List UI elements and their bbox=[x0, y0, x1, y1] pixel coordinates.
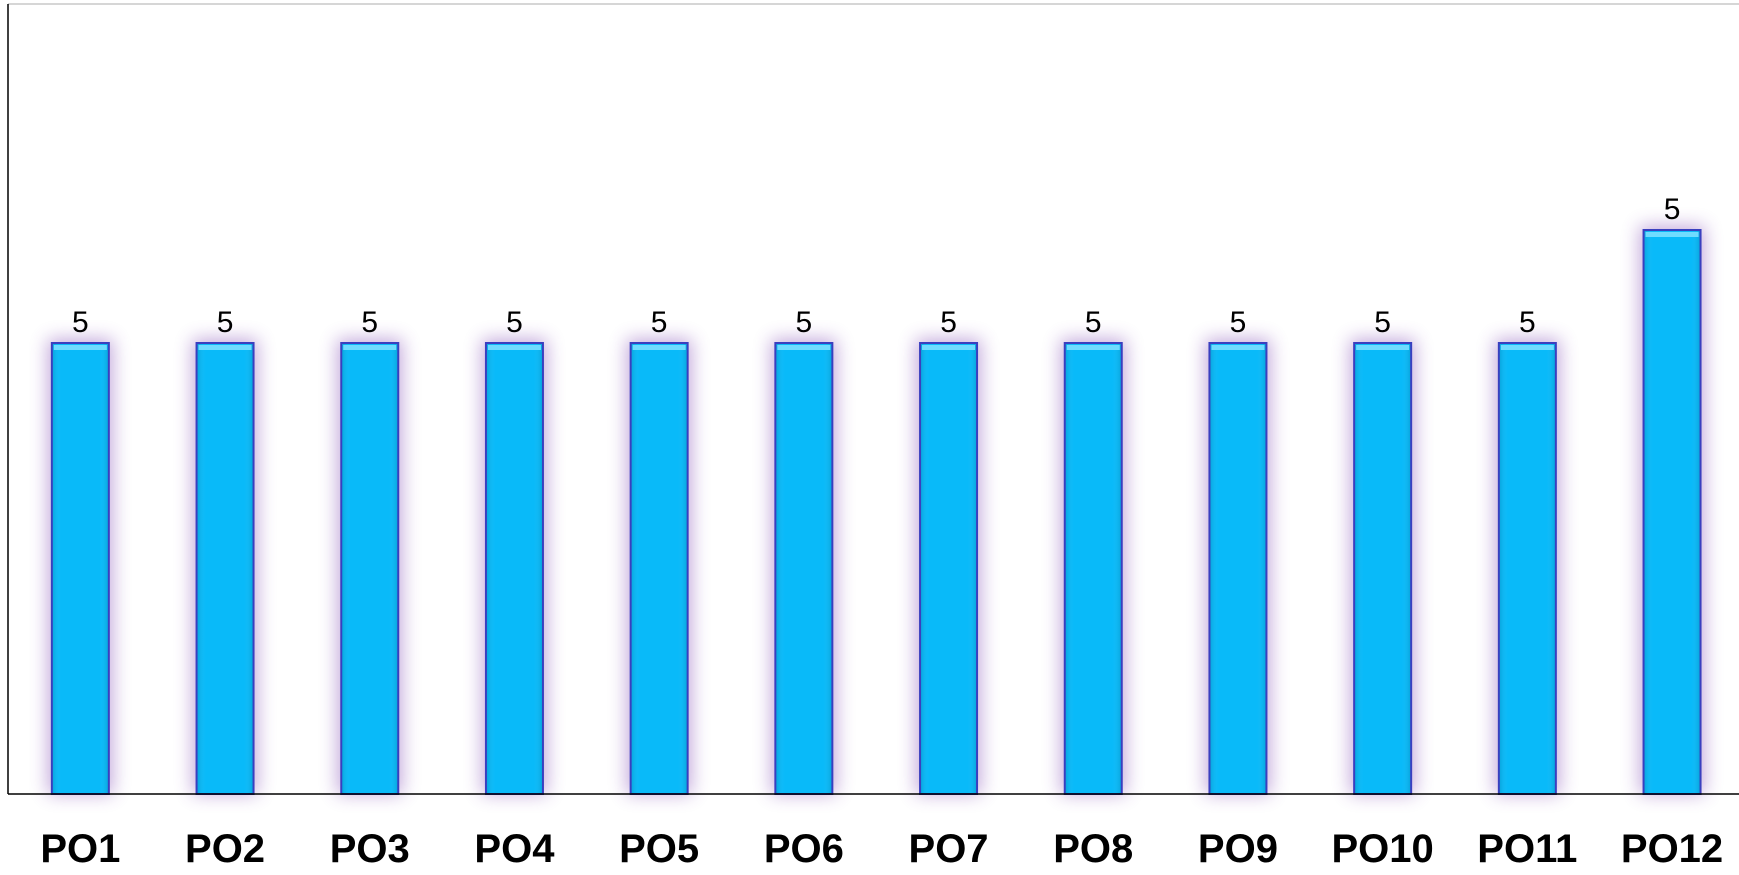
bar-sheen-po5 bbox=[631, 344, 687, 794]
labels-layer: 5 PO1 5 PO2 5 PO3 5 PO4 5 PO5 5 PO6 5 PO7 5 PO8 5 PO9 5 PO1… bbox=[40, 193, 1723, 871]
x-tick-label-po4: PO4 bbox=[474, 827, 555, 871]
bar-sheen-po2 bbox=[197, 344, 253, 794]
x-tick-label-po6: PO6 bbox=[764, 827, 844, 871]
bar-value-label-po2: 5 bbox=[217, 306, 234, 339]
bar-sheen-po11 bbox=[1499, 344, 1555, 794]
bar-value-label-po7: 5 bbox=[940, 306, 957, 339]
bar-value-label-po11: 5 bbox=[1519, 306, 1536, 339]
bar-value-label-po5: 5 bbox=[651, 306, 668, 339]
x-tick-label-po10: PO10 bbox=[1332, 827, 1434, 871]
bar-highlight-po1 bbox=[53, 345, 107, 350]
bar-sheen-po6 bbox=[776, 344, 832, 794]
bar-value-label-po8: 5 bbox=[1085, 306, 1102, 339]
x-tick-label-po1: PO1 bbox=[40, 827, 120, 871]
bar-value-label-po3: 5 bbox=[361, 306, 378, 339]
bar-highlight-po3 bbox=[343, 345, 397, 350]
x-tick-label-po3: PO3 bbox=[330, 827, 410, 871]
bar-sheen-po7 bbox=[921, 344, 977, 794]
bar-highlight-po7 bbox=[922, 345, 976, 350]
bar-highlight-po5 bbox=[632, 345, 686, 350]
bar-highlight-po2 bbox=[198, 345, 252, 350]
x-tick-label-po9: PO9 bbox=[1198, 827, 1278, 871]
bar-highlight-po4 bbox=[487, 345, 541, 350]
bar-value-label-po10: 5 bbox=[1374, 306, 1391, 339]
bars-layer bbox=[47, 226, 1705, 795]
x-tick-label-po8: PO8 bbox=[1053, 827, 1133, 871]
bar-highlight-po8 bbox=[1066, 345, 1120, 350]
bar-sheen-po4 bbox=[486, 344, 542, 794]
bar-highlight-po11 bbox=[1500, 345, 1554, 350]
bar-value-label-po12: 5 bbox=[1664, 193, 1681, 226]
bar-sheen-po1 bbox=[52, 344, 108, 794]
bar-highlight-po10 bbox=[1356, 345, 1410, 350]
bar-value-label-po6: 5 bbox=[796, 306, 813, 339]
bar-sheen-po8 bbox=[1065, 344, 1121, 794]
bar-sheen-po9 bbox=[1210, 344, 1266, 794]
bar-highlight-po9 bbox=[1211, 345, 1265, 350]
bar-sheen-po12 bbox=[1644, 231, 1700, 794]
bar-sheen-po3 bbox=[342, 344, 398, 794]
bar-value-label-po4: 5 bbox=[506, 306, 523, 339]
bar-value-label-po9: 5 bbox=[1230, 306, 1247, 339]
bar-highlight-po6 bbox=[777, 345, 831, 350]
x-tick-label-po7: PO7 bbox=[909, 827, 989, 871]
x-tick-label-po11: PO11 bbox=[1477, 827, 1577, 871]
x-tick-label-po12: PO12 bbox=[1621, 827, 1723, 871]
x-tick-label-po5: PO5 bbox=[619, 827, 699, 871]
x-tick-label-po2: PO2 bbox=[185, 827, 265, 871]
bar-value-label-po1: 5 bbox=[72, 306, 89, 339]
bar-sheen-po10 bbox=[1355, 344, 1411, 794]
bar-highlight-po12 bbox=[1645, 232, 1699, 237]
